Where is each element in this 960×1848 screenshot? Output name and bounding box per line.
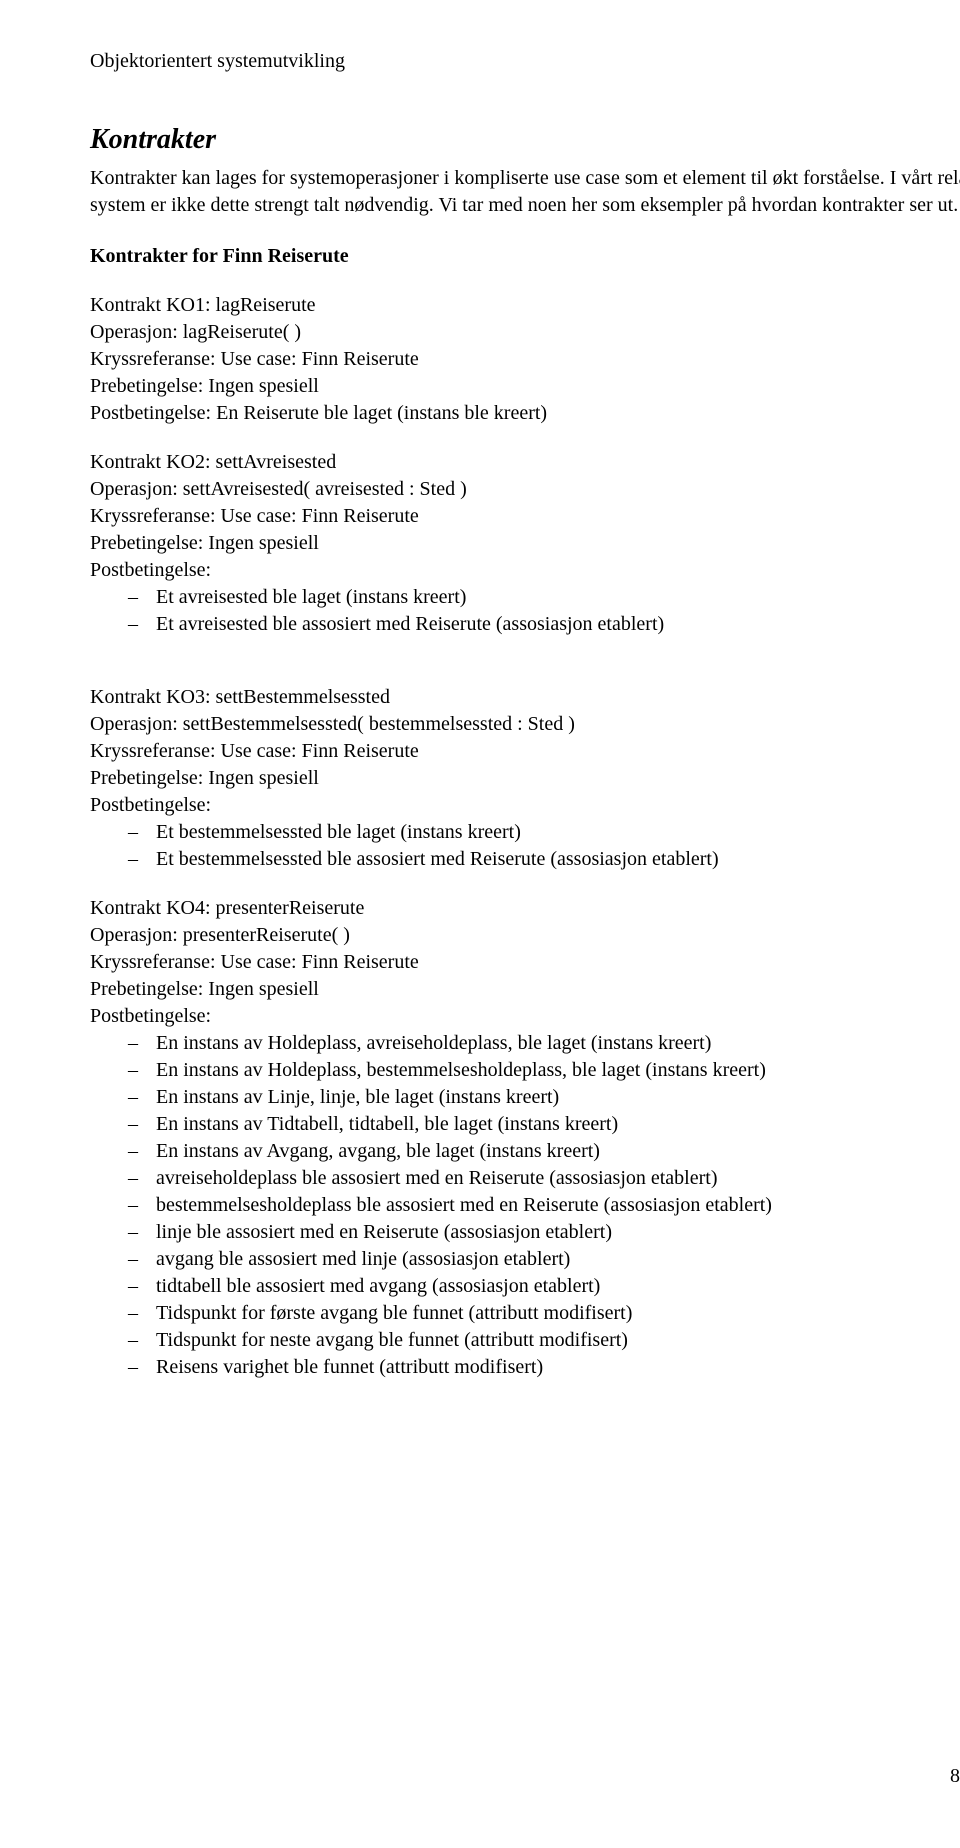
list-item: Tidspunkt for neste avgang ble funnet (a…	[128, 1327, 960, 1354]
list-item: bestemmelsesholdeplass ble assosiert med…	[128, 1192, 960, 1219]
list-item: En instans av Avgang, avgang, ble laget …	[128, 1138, 960, 1165]
ko3-operation: Operasjon: settBestemmelsessted( bestemm…	[90, 711, 960, 738]
ko1-precondition: Prebetingelse: Ingen spesiell	[90, 373, 960, 400]
list-item: Et avreisested ble assosiert med Reiseru…	[128, 611, 960, 638]
ko2-crossref: Kryssreferanse: Use case: Finn Reiserute	[90, 503, 960, 530]
list-item: Et avreisested ble laget (instans kreert…	[128, 584, 960, 611]
ko4-crossref: Kryssreferanse: Use case: Finn Reiserute	[90, 949, 960, 976]
list-item: Et bestemmelsessted ble assosiert med Re…	[128, 846, 960, 873]
page-number: 8	[950, 1763, 960, 1790]
list-item: avreiseholdeplass ble assosiert med en R…	[128, 1165, 960, 1192]
list-item: Tidspunkt for første avgang ble funnet (…	[128, 1300, 960, 1327]
list-item: Reisens varighet ble funnet (attributt m…	[128, 1354, 960, 1381]
ko1-crossref: Kryssreferanse: Use case: Finn Reiserute	[90, 346, 960, 373]
list-item: tidtabell ble assosiert med avgang (asso…	[128, 1273, 960, 1300]
ko4-postcondition-list: En instans av Holdeplass, avreiseholdepl…	[90, 1030, 960, 1381]
document-page: Objektorientert systemutvikling Kontrakt…	[90, 48, 960, 1818]
page-header: Objektorientert systemutvikling	[90, 48, 960, 75]
list-item: En instans av Holdeplass, avreiseholdepl…	[128, 1030, 960, 1057]
ko4-postcondition-label: Postbetingelse:	[90, 1003, 960, 1030]
ko3-precondition: Prebetingelse: Ingen spesiell	[90, 765, 960, 792]
contract-ko1: Kontrakt KO1: lagReiserute Operasjon: la…	[90, 292, 960, 427]
list-item: linje ble assosiert med en Reiserute (as…	[128, 1219, 960, 1246]
list-item: En instans av Linje, linje, ble laget (i…	[128, 1084, 960, 1111]
contract-ko2: Kontrakt KO2: settAvreisested Operasjon:…	[90, 449, 960, 638]
ko4-operation: Operasjon: presenterReiserute( )	[90, 922, 960, 949]
contract-ko3: Kontrakt KO3: settBestemmelsessted Opera…	[90, 684, 960, 873]
ko3-crossref: Kryssreferanse: Use case: Finn Reiserute	[90, 738, 960, 765]
ko2-operation: Operasjon: settAvreisested( avreisested …	[90, 476, 960, 503]
ko4-precondition: Prebetingelse: Ingen spesiell	[90, 976, 960, 1003]
contract-ko4: Kontrakt KO4: presenterReiserute Operasj…	[90, 895, 960, 1381]
section-title: Kontrakter	[90, 121, 960, 159]
subheading-kontrakter-finn: Kontrakter for Finn Reiserute	[90, 243, 960, 270]
list-item: Et bestemmelsessted ble laget (instans k…	[128, 819, 960, 846]
list-item: En instans av Tidtabell, tidtabell, ble …	[128, 1111, 960, 1138]
ko2-precondition: Prebetingelse: Ingen spesiell	[90, 530, 960, 557]
ko2-postcondition-list: Et avreisested ble laget (instans kreert…	[90, 584, 960, 638]
ko1-name: Kontrakt KO1: lagReiserute	[90, 292, 960, 319]
ko2-postcondition-label: Postbetingelse:	[90, 557, 960, 584]
ko3-postcondition-label: Postbetingelse:	[90, 792, 960, 819]
ko1-operation: Operasjon: lagReiserute( )	[90, 319, 960, 346]
ko2-name: Kontrakt KO2: settAvreisested	[90, 449, 960, 476]
list-item: avgang ble assosiert med linje (assosias…	[128, 1246, 960, 1273]
ko3-name: Kontrakt KO3: settBestemmelsessted	[90, 684, 960, 711]
ko4-name: Kontrakt KO4: presenterReiserute	[90, 895, 960, 922]
intro-paragraph: Kontrakter kan lages for systemoperasjon…	[90, 165, 960, 219]
list-item: En instans av Holdeplass, bestemmelsesho…	[128, 1057, 960, 1084]
ko1-postcondition: Postbetingelse: En Reiserute ble laget (…	[90, 400, 960, 427]
ko3-postcondition-list: Et bestemmelsessted ble laget (instans k…	[90, 819, 960, 873]
